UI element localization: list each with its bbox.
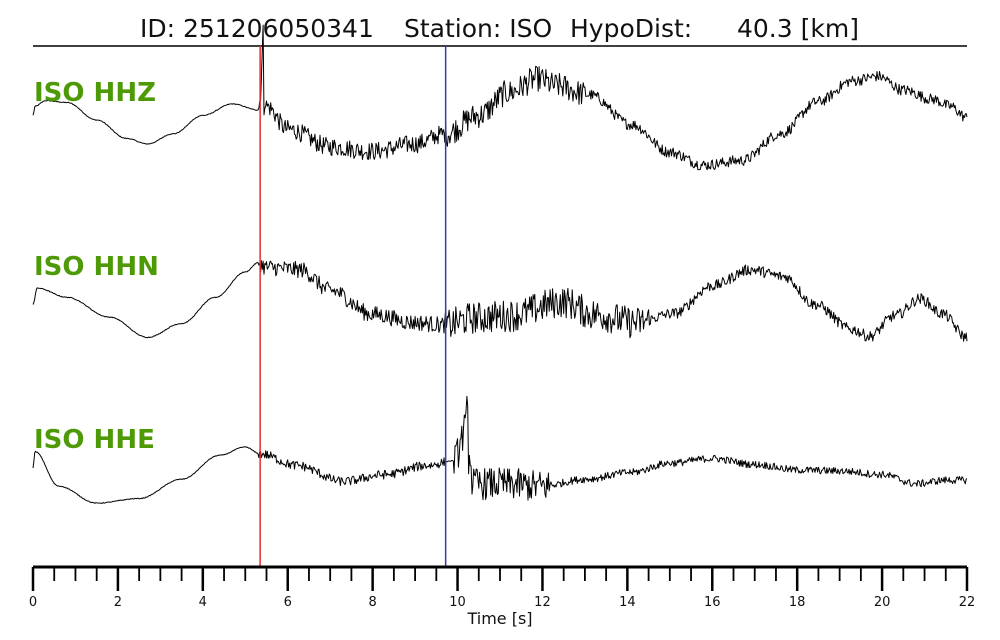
channel-label-hhe: ISO HHE xyxy=(34,425,155,455)
title-event-id: ID: 251206050341 xyxy=(140,14,374,43)
channel-label-hhz: ISO HHZ xyxy=(34,78,156,108)
x-tick-label: 6 xyxy=(284,595,292,610)
trace-hhz xyxy=(32,24,968,171)
x-tick-label: 14 xyxy=(619,595,636,610)
x-tick-label: 4 xyxy=(199,595,207,610)
title-station: Station: ISO xyxy=(404,14,552,43)
x-tick-label: 20 xyxy=(874,595,891,610)
x-tick-label: 2 xyxy=(114,595,122,610)
x-axis-label: Time [s] xyxy=(466,609,532,628)
x-tick-label: 12 xyxy=(534,595,551,610)
x-tick-label: 10 xyxy=(449,595,466,610)
trace-hhe xyxy=(32,395,968,504)
time-axis: 0 2 4 6 8 10 12 14 16 18 20 22 xyxy=(29,565,976,610)
x-tick-label: 22 xyxy=(959,595,976,610)
x-tick-label: 8 xyxy=(368,595,376,610)
x-tick-label: 18 xyxy=(789,595,806,610)
trace-hhn xyxy=(32,260,968,342)
trace-group xyxy=(32,24,968,504)
x-tick-label: 0 xyxy=(29,595,37,610)
x-tick-label: 16 xyxy=(704,595,721,610)
title-hypodist-value: 40.3 [km] xyxy=(737,14,859,43)
title-hypodist-label: HypoDist: xyxy=(570,14,692,43)
channel-label-hhn: ISO HHN xyxy=(34,252,159,282)
